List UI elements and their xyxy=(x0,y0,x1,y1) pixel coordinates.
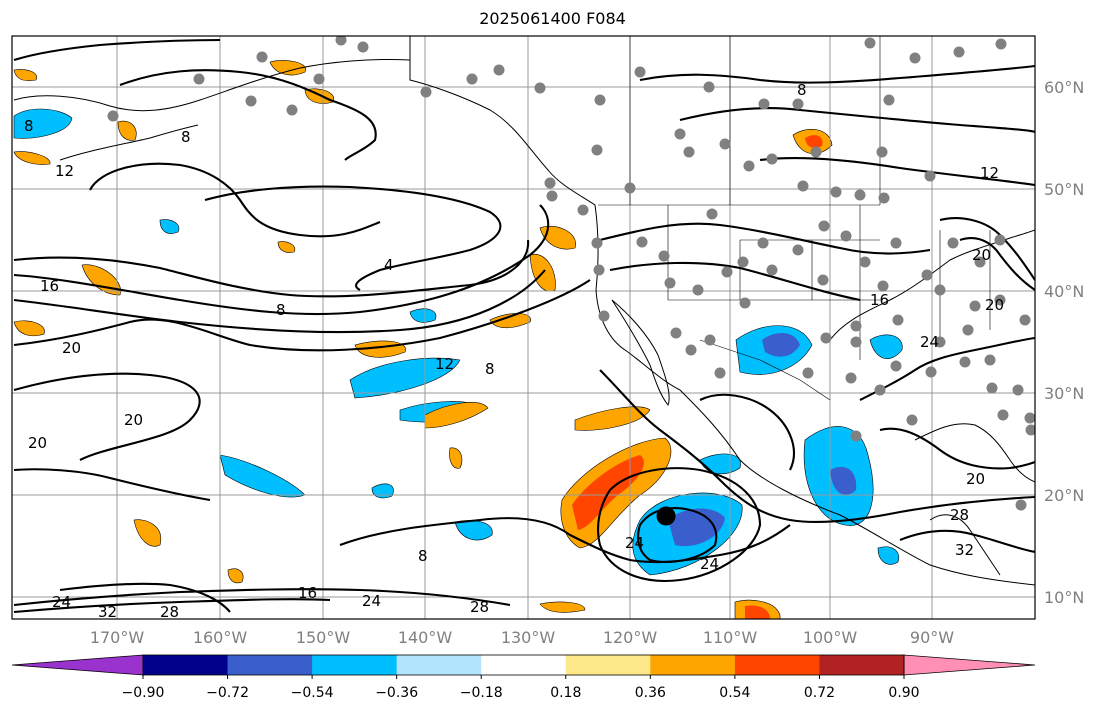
colorbar-segment xyxy=(227,655,313,675)
svg-text:32: 32 xyxy=(955,541,974,559)
svg-text:40°N: 40°N xyxy=(1044,282,1084,301)
colorbar-segment xyxy=(819,655,905,675)
contour-lines xyxy=(13,38,1035,614)
svg-text:12: 12 xyxy=(980,164,999,182)
contour-labels: 8 8 12 12 8 4 16 8 20 12 8 20 20 20 24 2… xyxy=(24,81,1004,621)
colorbar-tick-label: −0.18 xyxy=(460,685,503,701)
svg-text:8: 8 xyxy=(24,117,34,135)
svg-text:160°W: 160°W xyxy=(193,628,248,647)
svg-text:16: 16 xyxy=(40,277,59,295)
svg-text:20: 20 xyxy=(966,470,985,488)
svg-text:8: 8 xyxy=(418,547,428,565)
storm-center-marker xyxy=(656,506,676,526)
svg-text:24: 24 xyxy=(625,534,644,552)
svg-text:20°N: 20°N xyxy=(1044,486,1084,505)
colorbar-tick-label: 0.18 xyxy=(550,685,581,701)
colorbar-tick-label: 0.72 xyxy=(804,685,835,701)
svg-text:24: 24 xyxy=(700,555,719,573)
colorbar-tick-label: −0.36 xyxy=(375,685,418,701)
svg-text:4: 4 xyxy=(384,256,394,274)
svg-text:10°N: 10°N xyxy=(1044,588,1084,607)
svg-text:28: 28 xyxy=(950,506,969,524)
svg-text:20: 20 xyxy=(62,339,81,357)
svg-text:12: 12 xyxy=(55,162,74,180)
svg-text:140°W: 140°W xyxy=(398,628,453,647)
colorbar: −0.90 −0.72 −0.54 −0.36 −0.18 0.18 0.36 0.54 0.7… xyxy=(11,654,1036,701)
svg-text:20: 20 xyxy=(124,411,143,429)
map-frame xyxy=(11,35,1036,620)
colorbar-segment xyxy=(734,655,820,675)
svg-text:24: 24 xyxy=(52,593,71,611)
svg-text:150°W: 150°W xyxy=(296,628,351,647)
map-title: 2025061400 F084 xyxy=(479,9,626,28)
colorbar-extend-min xyxy=(12,655,143,675)
svg-text:170°W: 170°W xyxy=(90,628,145,647)
colorbar-tick-label: −0.90 xyxy=(122,685,165,701)
colorbar-tick-label: −0.72 xyxy=(206,685,249,701)
colorbar-segment xyxy=(143,655,229,675)
station-markers xyxy=(107,36,1035,511)
graticule xyxy=(12,36,1035,619)
colorbar-tick-label: 0.54 xyxy=(719,685,750,701)
svg-text:110°W: 110°W xyxy=(703,628,758,647)
longitude-labels: 170°W 160°W 150°W 140°W 130°W 120°W 110°… xyxy=(90,628,954,647)
svg-text:60°N: 60°N xyxy=(1044,78,1084,97)
colorbar-segment xyxy=(481,655,567,675)
svg-text:20: 20 xyxy=(28,434,47,452)
svg-text:90°W: 90°W xyxy=(910,628,954,647)
latitude-labels: 60°N 50°N 40°N 30°N 20°N 10°N xyxy=(1044,78,1084,607)
svg-text:24: 24 xyxy=(362,592,381,610)
svg-text:28: 28 xyxy=(470,598,489,616)
colorbar-segment xyxy=(396,655,482,675)
svg-text:120°W: 120°W xyxy=(603,628,658,647)
svg-text:12: 12 xyxy=(435,355,454,373)
colorbar-segment xyxy=(565,655,651,675)
colorbar-extend-max xyxy=(904,655,1035,675)
svg-text:16: 16 xyxy=(870,291,889,309)
colorbar-segment xyxy=(312,655,398,675)
svg-text:8: 8 xyxy=(797,81,807,99)
svg-text:130°W: 130°W xyxy=(501,628,556,647)
colorbar-tick-label: −0.54 xyxy=(291,685,334,701)
svg-text:20: 20 xyxy=(972,246,991,264)
colorbar-tick-label: 0.90 xyxy=(888,685,919,701)
svg-text:8: 8 xyxy=(276,301,286,319)
coastlines xyxy=(13,36,1035,586)
svg-text:50°N: 50°N xyxy=(1044,180,1084,199)
shaded-anomaly-layer xyxy=(13,60,903,619)
svg-text:100°W: 100°W xyxy=(803,628,858,647)
svg-text:28: 28 xyxy=(160,603,179,621)
colorbar-segment xyxy=(650,655,736,675)
svg-text:32: 32 xyxy=(98,603,117,621)
svg-text:8: 8 xyxy=(181,128,191,146)
svg-text:16: 16 xyxy=(298,584,317,602)
svg-text:24: 24 xyxy=(920,333,939,351)
colorbar-tick-label: 0.36 xyxy=(635,685,666,701)
svg-text:30°N: 30°N xyxy=(1044,384,1084,403)
svg-text:20: 20 xyxy=(985,296,1004,314)
svg-text:8: 8 xyxy=(485,360,495,378)
